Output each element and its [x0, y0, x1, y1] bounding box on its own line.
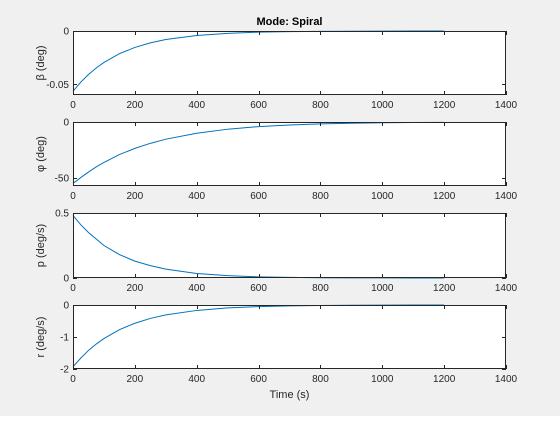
y-tick-label: -2 [60, 365, 69, 376]
subplot-3: 0 200 400 600 800 1000 1200 1400 0 0.5 p (deg/s) [35, 209, 518, 295]
x-tick-label: 0 [70, 100, 76, 111]
x-tick-label: 200 [127, 283, 144, 294]
x-tick-label: 1400 [495, 374, 518, 385]
x-tick-label: 400 [188, 191, 205, 202]
y-tick-label: -50 [55, 174, 70, 185]
y-tick-label: 0 [63, 118, 69, 129]
x-tick-label: 1200 [433, 191, 456, 202]
x-tick-label: 800 [312, 100, 329, 111]
x-tick-label: 0 [70, 191, 76, 202]
x-tick-label: 1400 [495, 191, 518, 202]
x-tick-label: 1000 [371, 374, 394, 385]
x-tick-label: 1000 [371, 191, 394, 202]
x-tick-label: 800 [312, 283, 329, 294]
x-tick-label: 600 [250, 283, 267, 294]
x-tick-label: 200 [127, 191, 144, 202]
y-tick-label: -0.05 [46, 80, 69, 91]
y-axis-label: p (deg/s) [35, 224, 47, 267]
y-tick-label: 0.5 [55, 209, 69, 220]
y-tick-label: 0 [63, 301, 69, 312]
axes-area [73, 213, 506, 278]
x-tick-label: 200 [127, 100, 144, 111]
figure-title: Mode: Spiral [256, 16, 322, 28]
x-tick-label: 1400 [495, 100, 518, 111]
x-tick-label: 400 [188, 283, 205, 294]
x-tick-label: 600 [250, 374, 267, 385]
axes-area [73, 305, 506, 369]
x-tick-label: 1200 [433, 100, 456, 111]
x-tick-label: 0 [70, 374, 76, 385]
y-tick-label: 0 [63, 27, 69, 38]
series-line [72, 121, 445, 184]
y-axis-label: φ (deg) [35, 136, 47, 172]
x-tick-label: 1200 [433, 374, 456, 385]
x-tick-label: 200 [127, 374, 144, 385]
axes-area [73, 31, 506, 95]
x-tick-label: 800 [312, 374, 329, 385]
subplot-4: 0 200 400 600 800 1000 1200 1400 -2 -1 0 r (deg/s) [35, 301, 518, 386]
axes-area [73, 122, 506, 186]
x-tick-label: 1400 [495, 283, 518, 294]
x-tick-label: 1000 [371, 283, 394, 294]
x-tick-label: 0 [70, 283, 76, 294]
axes-box [73, 122, 506, 186]
x-axis-label: Time (s) [270, 389, 310, 401]
x-tick-label: 1000 [371, 100, 394, 111]
y-tick-label: -1 [60, 333, 69, 344]
x-tick-label: 400 [188, 100, 205, 111]
x-tick-label: 600 [250, 191, 267, 202]
y-axis-label: β (deg) [35, 45, 47, 80]
y-tick-label: 0 [63, 274, 69, 285]
y-axis-label: r (deg/s) [35, 317, 47, 358]
x-tick-label: 400 [188, 374, 205, 385]
x-tick-label: 1200 [433, 283, 456, 294]
x-tick-label: 800 [312, 191, 329, 202]
axes-box [73, 31, 506, 95]
x-tick-label: 600 [250, 100, 267, 111]
axes-box [73, 213, 506, 278]
